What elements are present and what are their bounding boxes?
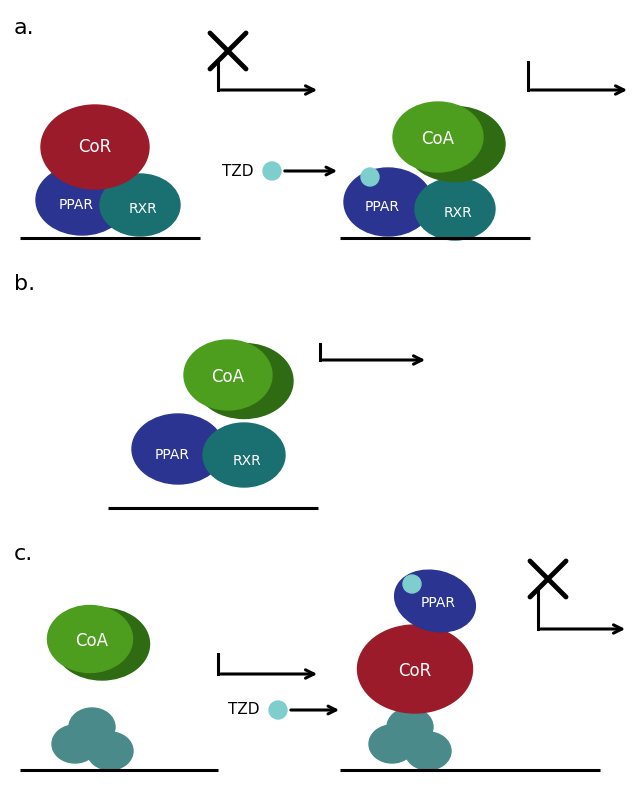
Ellipse shape: [69, 708, 115, 746]
Text: CoR: CoR: [398, 662, 432, 680]
Ellipse shape: [48, 606, 132, 673]
Ellipse shape: [405, 732, 451, 770]
Text: CoR: CoR: [78, 138, 112, 156]
Text: RXR: RXR: [444, 206, 473, 220]
Ellipse shape: [403, 575, 421, 593]
Ellipse shape: [41, 105, 149, 189]
Ellipse shape: [55, 608, 149, 680]
Text: TZD: TZD: [228, 702, 259, 718]
Ellipse shape: [387, 708, 433, 746]
Ellipse shape: [263, 162, 281, 180]
Ellipse shape: [184, 340, 272, 410]
Ellipse shape: [52, 725, 98, 763]
Text: b.: b.: [14, 274, 35, 294]
Ellipse shape: [357, 625, 473, 713]
Text: PPAR: PPAR: [155, 448, 190, 462]
Text: CoA: CoA: [76, 632, 109, 650]
Ellipse shape: [87, 732, 133, 770]
Text: TZD: TZD: [222, 164, 254, 178]
Ellipse shape: [415, 178, 495, 240]
Ellipse shape: [405, 106, 505, 181]
Text: c.: c.: [14, 544, 33, 564]
Text: PPAR: PPAR: [364, 200, 399, 214]
Text: RXR: RXR: [233, 454, 261, 468]
Text: RXR: RXR: [128, 202, 157, 216]
Text: PPAR: PPAR: [59, 198, 93, 212]
Ellipse shape: [195, 344, 293, 419]
Ellipse shape: [132, 414, 224, 484]
Ellipse shape: [344, 168, 432, 236]
Ellipse shape: [269, 701, 287, 719]
Text: CoA: CoA: [212, 368, 244, 386]
Ellipse shape: [369, 725, 415, 763]
Ellipse shape: [100, 174, 180, 236]
Ellipse shape: [36, 165, 128, 235]
Text: PPAR: PPAR: [420, 596, 455, 610]
Ellipse shape: [393, 102, 483, 172]
Text: a.: a.: [14, 18, 34, 38]
Ellipse shape: [361, 168, 379, 186]
Text: CoA: CoA: [422, 130, 455, 148]
Ellipse shape: [395, 570, 475, 632]
Ellipse shape: [203, 423, 285, 487]
